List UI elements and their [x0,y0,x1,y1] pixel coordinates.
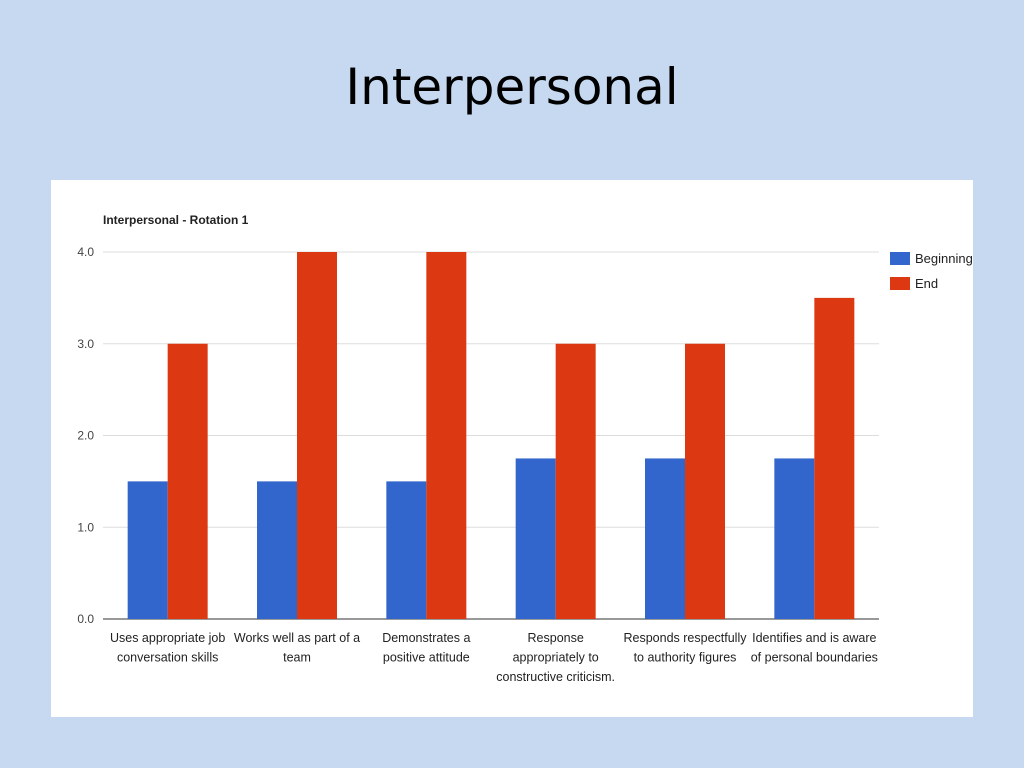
bar-end-6 [814,297,855,619]
bar-beginning-6 [774,458,815,619]
legend-label-end: End [915,276,938,291]
bar-beginning-1 [127,481,168,619]
slide-title: Interpersonal [345,58,679,116]
bar-end-2 [297,252,337,619]
bar-beginning-3 [386,481,427,619]
x-category-label: to authority figures [634,651,737,665]
bar-beginning-5 [645,458,685,619]
x-axis-labels: Uses appropriate job conversation skills W… [110,631,878,684]
bars [127,252,855,619]
x-category-label: Demonstrates a [382,631,470,645]
x-category-label: Uses appropriate job [110,631,225,645]
bar-end-5 [685,343,725,619]
bar-beginning-2 [257,481,297,619]
legend-swatch-beginning [890,252,910,265]
y-tick-label: 4.0 [77,245,94,259]
legend: Beginning End [890,251,973,291]
y-tick-label: 0.0 [77,612,94,626]
chart-title: Interpersonal - Rotation 1 [103,213,249,227]
x-category-label: positive attitude [383,651,470,665]
y-axis-ticks: 0.0 1.0 2.0 3.0 4.0 [77,245,94,626]
x-category-label: of personal boundaries [751,651,878,665]
x-category-label: Response [528,631,584,645]
y-tick-label: 1.0 [77,520,94,534]
bar-end-3 [426,252,467,619]
x-category-label: team [283,651,311,665]
chart-panel: Interpersonal - Rotation 1 0.0 1.0 2.0 3.0 4… [51,180,973,717]
x-category-label: conversation skills [117,651,218,665]
bar-chart: Interpersonal - Rotation 1 0.0 1.0 2.0 3.0 4… [77,213,973,684]
gridlines [103,251,879,620]
bar-beginning-4 [515,458,556,619]
bar-end-1 [167,343,208,619]
x-category-label: Identifies and is aware [752,631,876,645]
legend-swatch-end [890,277,910,290]
y-tick-label: 2.0 [77,429,94,443]
x-category-label: Works well as part of a [234,631,360,645]
x-category-label: constructive criticism. [496,670,615,684]
bar-end-4 [555,343,596,619]
legend-label-beginning: Beginning [915,251,973,266]
x-category-label: Responds respectfully [624,631,748,645]
x-category-label: appropriately to [513,651,599,665]
y-tick-label: 3.0 [77,337,94,351]
